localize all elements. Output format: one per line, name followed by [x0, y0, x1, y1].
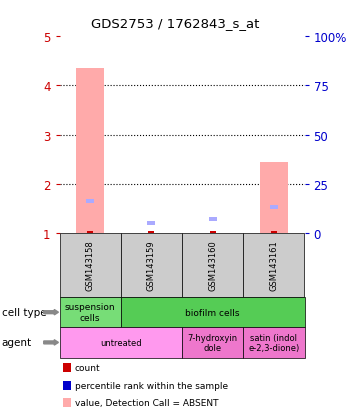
- Bar: [76, 69, 104, 233]
- Bar: [210, 232, 216, 235]
- Bar: [87, 232, 93, 235]
- Bar: [209, 218, 217, 221]
- Text: value, Detection Call = ABSENT: value, Detection Call = ABSENT: [75, 398, 218, 407]
- Text: GSM143159: GSM143159: [147, 240, 156, 291]
- Text: cell type: cell type: [2, 307, 46, 318]
- Bar: [270, 206, 278, 210]
- Bar: [86, 199, 94, 204]
- Text: untreated: untreated: [100, 338, 141, 347]
- Text: suspension
cells: suspension cells: [65, 303, 116, 322]
- Text: GSM143158: GSM143158: [86, 240, 94, 291]
- Text: GDS2753 / 1762843_s_at: GDS2753 / 1762843_s_at: [91, 17, 259, 29]
- Text: 7-hydroxyin
dole: 7-hydroxyin dole: [188, 333, 238, 352]
- Bar: [271, 232, 277, 235]
- Bar: [148, 232, 154, 235]
- Text: GSM143160: GSM143160: [208, 240, 217, 291]
- Text: satin (indol
e-2,3-dione): satin (indol e-2,3-dione): [248, 333, 300, 352]
- Text: biofilm cells: biofilm cells: [186, 308, 240, 317]
- Text: percentile rank within the sample: percentile rank within the sample: [75, 381, 228, 390]
- Text: GSM143161: GSM143161: [270, 240, 278, 291]
- Bar: [147, 221, 155, 225]
- Bar: [260, 162, 288, 233]
- Text: agent: agent: [2, 337, 32, 348]
- Text: count: count: [75, 363, 100, 373]
